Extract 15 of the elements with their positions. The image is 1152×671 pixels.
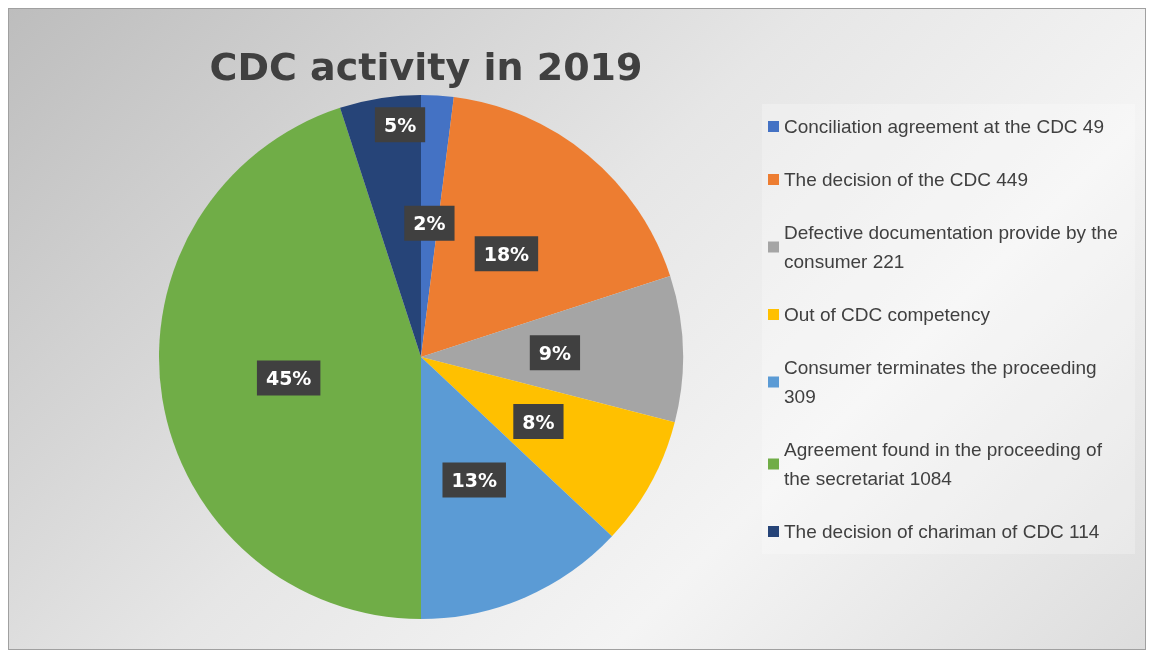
data-label: 13%	[451, 468, 497, 491]
data-label: 9%	[538, 341, 572, 364]
data-label: 5%	[383, 113, 417, 136]
data-label: 45%	[265, 366, 312, 389]
legend-label: The decision of the CDC 449	[784, 169, 1028, 190]
data-label: 2%	[413, 212, 446, 235]
legend-label: Defective documentation provide by the consumer 221	[784, 222, 1124, 272]
chart-title: CDC activity in 2019	[209, 45, 643, 89]
legend-label: Agreement found in the proceeding of the secretariat 1084	[784, 439, 1108, 489]
data-label: 18%	[483, 242, 530, 265]
data-label: 8%	[522, 410, 555, 433]
legend-label: Consumer terminates the proceeding 309	[784, 357, 1102, 407]
legend-label: Conciliation agreement at the CDC 49	[784, 116, 1105, 137]
legend-label: The decision of chariman of CDC 114	[784, 521, 1100, 542]
legend-label: Out of CDC competency	[784, 304, 991, 325]
